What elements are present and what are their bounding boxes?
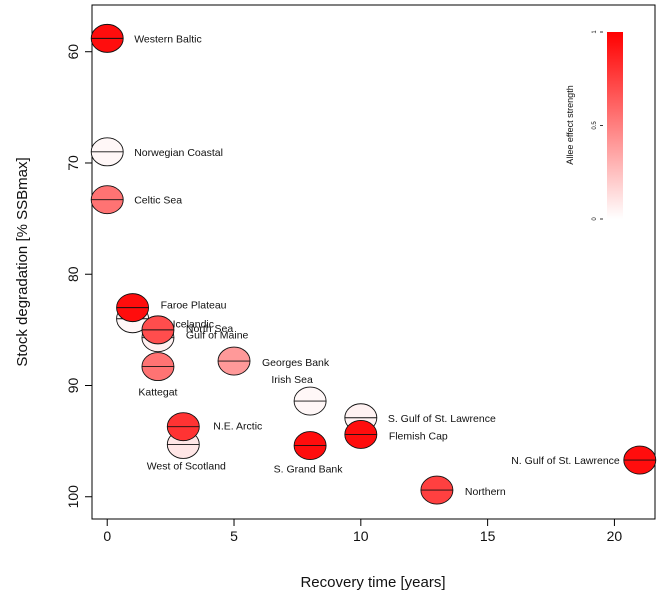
color-legend: Allee effect strength 0 0.5 1 [565, 30, 623, 221]
x-axis-title: Recovery time [years] [300, 574, 445, 591]
point-label: Northern [465, 486, 506, 498]
x-tick-label: 10 [353, 528, 369, 544]
legend-gradient-bar [607, 32, 623, 219]
y-tick-label: 80 [65, 266, 81, 282]
data-point [293, 431, 327, 461]
data-point [293, 386, 327, 416]
y-tick-label: 70 [65, 155, 81, 171]
point-label: Faroe Plateau [161, 300, 227, 312]
point-label: Georges Bank [262, 357, 330, 369]
data-point [141, 352, 175, 382]
point-label: Western Baltic [134, 33, 202, 45]
point-label: Kattegat [138, 387, 177, 399]
point-label: North Sea [186, 323, 233, 335]
data-point [90, 137, 124, 167]
axes-layer: 0 5 10 15 20 60 70 80 90 100 [65, 44, 622, 544]
data-point [90, 23, 124, 53]
point-label: S. Gulf of St. Lawrence [388, 413, 496, 425]
point-label: Flemish Cap [389, 430, 448, 442]
data-point [90, 185, 124, 215]
legend-tick-label-mid: 0.5 [592, 121, 598, 130]
point-label: Gulf of Maine [186, 330, 249, 342]
data-point [344, 419, 378, 449]
point-label: S. Grand Bank [274, 464, 344, 476]
point-label: Norwegian Coastal [134, 147, 223, 159]
data-point [623, 445, 657, 475]
plot-frame [91, 4, 656, 520]
x-tick-label: 5 [230, 528, 238, 544]
y-tick-label: 60 [65, 44, 81, 60]
data-point [217, 346, 251, 376]
data-point [116, 293, 150, 323]
data-point [166, 412, 200, 442]
data-point [141, 315, 175, 345]
point-label: N.E. Arctic [213, 421, 262, 433]
point-label: Icelandic [173, 319, 214, 331]
legend-tick-label-high: 1 [592, 30, 598, 34]
legend-title: Allee effect strength [565, 85, 575, 164]
y-axis-title: Stock degradation [% SSBmax] [14, 157, 31, 366]
y-tick-label: 100 [65, 485, 81, 509]
points-layer: Western Baltic Norwegian Coastal Celtic Se… [90, 23, 657, 505]
y-tick-label: 90 [65, 377, 81, 393]
x-tick-label: 20 [607, 528, 623, 544]
point-label: N. Gulf of St. Lawrence [511, 455, 620, 467]
point-label: Irish Sea [271, 374, 313, 386]
legend-tick-label-low: 0 [592, 217, 598, 221]
x-tick-label: 15 [480, 528, 496, 544]
x-tick-label: 0 [103, 528, 111, 544]
data-point [420, 475, 454, 505]
point-label: West of Scotland [147, 460, 226, 472]
point-label: Celtic Sea [134, 195, 182, 207]
